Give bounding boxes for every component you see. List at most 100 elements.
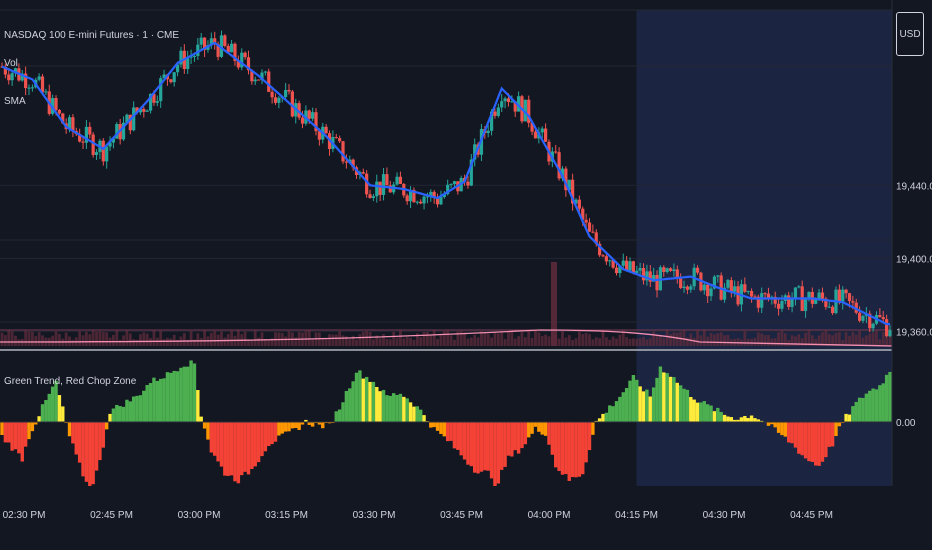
volume-bar bbox=[152, 330, 156, 346]
volume-bar bbox=[652, 331, 656, 346]
histogram-bar bbox=[844, 413, 848, 422]
candle-body bbox=[135, 107, 139, 113]
volume-bar bbox=[199, 337, 203, 346]
volume-bar bbox=[402, 338, 406, 346]
histogram-bar bbox=[439, 422, 443, 434]
volume-bar bbox=[794, 336, 797, 346]
volume-bar bbox=[405, 337, 409, 346]
histogram-bar bbox=[442, 422, 447, 437]
volume-bar bbox=[851, 332, 855, 346]
volume-bar bbox=[530, 338, 534, 346]
volume-bar bbox=[243, 331, 247, 346]
histogram-bar bbox=[283, 422, 288, 432]
candle-body bbox=[820, 292, 825, 299]
volume-bar bbox=[513, 338, 517, 346]
histogram-bar bbox=[817, 422, 821, 466]
symbol-title[interactable]: NASDAQ 100 E-mini Futures · 1 · CME bbox=[4, 30, 179, 41]
volume-bar bbox=[7, 330, 11, 346]
volume-bar bbox=[581, 334, 585, 346]
candle-body bbox=[449, 184, 453, 186]
volume-bar bbox=[372, 339, 375, 346]
histogram-bar bbox=[300, 422, 305, 425]
sma-label[interactable]: SMA bbox=[4, 96, 26, 107]
histogram-bar bbox=[827, 422, 831, 447]
candle-body bbox=[145, 110, 149, 112]
volume-bar bbox=[260, 332, 264, 346]
histogram-bar bbox=[135, 395, 139, 422]
volume-bars bbox=[0, 262, 893, 347]
volume-bar bbox=[557, 338, 561, 346]
candle-body bbox=[837, 289, 841, 303]
histogram-bar bbox=[408, 402, 413, 422]
volume-bar bbox=[51, 335, 55, 346]
candle-body bbox=[513, 101, 517, 112]
candle-body bbox=[405, 195, 409, 202]
histogram-bar bbox=[830, 422, 835, 447]
currency-button[interactable]: USD bbox=[896, 12, 924, 56]
histogram-bar bbox=[770, 422, 774, 425]
volume-bar bbox=[645, 339, 649, 346]
histogram-bar bbox=[668, 376, 673, 422]
volume-bar bbox=[814, 338, 818, 346]
volume-bar bbox=[716, 333, 720, 346]
histogram-bar bbox=[317, 422, 322, 425]
volume-bar bbox=[122, 335, 125, 346]
histogram-bar bbox=[854, 401, 858, 422]
histogram-bar bbox=[294, 422, 298, 429]
candle-body bbox=[689, 286, 693, 290]
histogram-bar bbox=[388, 395, 392, 422]
volume-label[interactable]: Vol bbox=[4, 58, 18, 69]
volume-bar bbox=[770, 338, 774, 346]
volume-bar bbox=[756, 332, 760, 346]
histogram-bar bbox=[705, 404, 710, 422]
histogram-bar bbox=[493, 422, 497, 491]
candle-body bbox=[638, 268, 642, 271]
volume-bar bbox=[577, 331, 581, 346]
histogram-bar bbox=[888, 371, 892, 422]
volume-bar bbox=[807, 330, 811, 346]
candle-body bbox=[814, 299, 818, 304]
histogram-bar bbox=[37, 416, 41, 422]
volume-bar bbox=[675, 332, 679, 346]
histogram-bar bbox=[678, 385, 683, 422]
candle-body bbox=[439, 197, 443, 205]
volume-bar bbox=[395, 337, 399, 346]
histogram-bar bbox=[277, 422, 281, 436]
histogram-bar bbox=[391, 393, 396, 422]
indicator-label[interactable]: Green Trend, Red Chop Zone bbox=[4, 376, 137, 387]
histogram-bar bbox=[756, 419, 761, 422]
histogram-bar bbox=[125, 399, 129, 422]
histogram-bar bbox=[665, 373, 669, 422]
candle-body bbox=[533, 131, 538, 139]
candle-body bbox=[189, 56, 193, 58]
candle-body bbox=[277, 97, 281, 103]
candle-body bbox=[94, 152, 99, 155]
candle-body bbox=[209, 38, 213, 46]
histogram-bar bbox=[7, 422, 11, 443]
candle-body bbox=[868, 313, 872, 329]
candle-body bbox=[858, 312, 862, 321]
volume-bar bbox=[24, 330, 28, 346]
candle-body bbox=[641, 268, 646, 281]
histogram-bar bbox=[766, 422, 771, 426]
candle-body bbox=[115, 124, 119, 139]
candle-body bbox=[473, 144, 477, 160]
volume-bar bbox=[385, 338, 389, 346]
histogram-bar bbox=[871, 388, 875, 422]
histogram-bar bbox=[263, 422, 268, 452]
histogram-bar bbox=[398, 393, 403, 422]
histogram-bar bbox=[233, 422, 237, 482]
volume-bar bbox=[564, 337, 568, 346]
time-tick-label: 04:45 PM bbox=[790, 510, 833, 521]
volume-bar bbox=[810, 335, 814, 346]
candle-body bbox=[219, 35, 224, 57]
histogram-bar bbox=[145, 385, 149, 422]
candle-body bbox=[40, 76, 45, 93]
candle-body bbox=[446, 184, 450, 195]
candle-body bbox=[760, 293, 764, 308]
candle-body bbox=[344, 161, 348, 163]
candle-body bbox=[179, 50, 183, 65]
candle-body bbox=[415, 201, 419, 203]
histogram-bar bbox=[513, 422, 517, 451]
